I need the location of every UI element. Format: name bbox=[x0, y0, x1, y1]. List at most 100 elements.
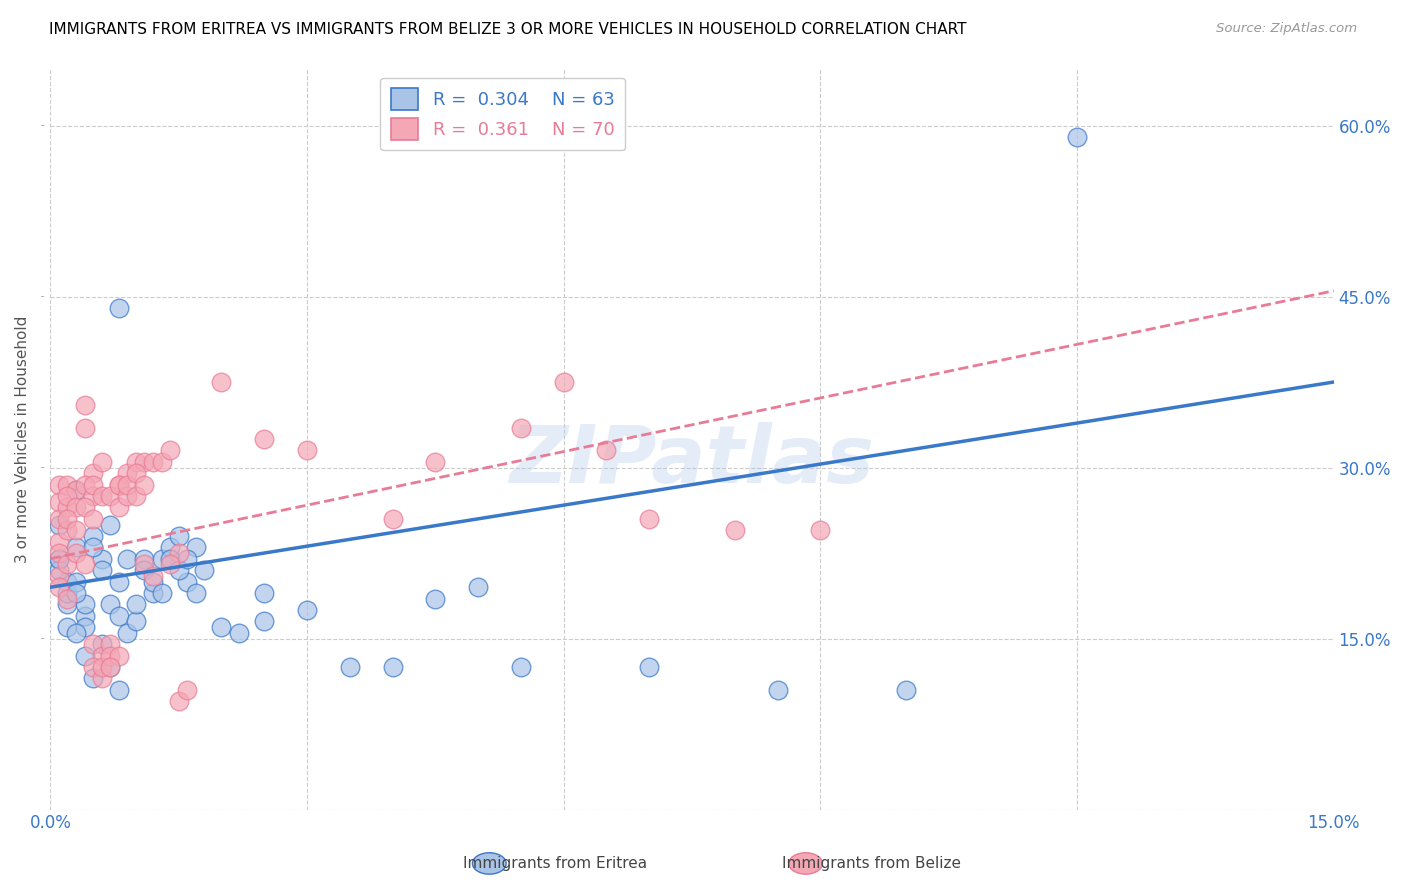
Point bbox=[48, 551, 70, 566]
Point bbox=[65, 500, 87, 515]
Point bbox=[638, 660, 661, 674]
Point bbox=[90, 563, 112, 577]
Point bbox=[509, 660, 531, 674]
Point bbox=[65, 523, 87, 537]
Point bbox=[117, 551, 139, 566]
Point bbox=[125, 467, 148, 481]
Point bbox=[98, 489, 121, 503]
Point bbox=[90, 551, 112, 566]
Point bbox=[638, 512, 661, 526]
Y-axis label: 3 or more Vehicles in Household: 3 or more Vehicles in Household bbox=[15, 316, 30, 563]
Point bbox=[253, 432, 276, 446]
Point bbox=[73, 398, 96, 412]
Point bbox=[159, 551, 181, 566]
Legend: R =  0.304    N = 63, R =  0.361    N = 70: R = 0.304 N = 63, R = 0.361 N = 70 bbox=[380, 78, 626, 151]
Point bbox=[295, 443, 318, 458]
Point bbox=[339, 660, 361, 674]
Text: Immigrants from Eritrea: Immigrants from Eritrea bbox=[464, 856, 647, 871]
Point bbox=[167, 546, 190, 560]
Point bbox=[56, 591, 79, 606]
Point bbox=[107, 608, 129, 623]
Point bbox=[82, 477, 104, 491]
Point bbox=[150, 586, 173, 600]
Point bbox=[134, 455, 156, 469]
Point bbox=[150, 551, 173, 566]
Point bbox=[82, 467, 104, 481]
Point bbox=[808, 523, 831, 537]
Point bbox=[48, 494, 70, 508]
Point bbox=[211, 620, 233, 634]
Point bbox=[98, 598, 121, 612]
Point bbox=[167, 694, 190, 708]
Point bbox=[159, 558, 181, 572]
Point bbox=[167, 529, 190, 543]
Point bbox=[56, 512, 79, 526]
Point bbox=[56, 620, 79, 634]
Point bbox=[117, 477, 139, 491]
Point bbox=[56, 523, 79, 537]
Point bbox=[82, 660, 104, 674]
Point bbox=[82, 637, 104, 651]
Point bbox=[193, 563, 215, 577]
Point bbox=[48, 512, 70, 526]
Point bbox=[159, 541, 181, 555]
Point bbox=[98, 660, 121, 674]
Point bbox=[56, 477, 79, 491]
Point bbox=[56, 586, 79, 600]
Point bbox=[117, 625, 139, 640]
Point bbox=[134, 558, 156, 572]
Point bbox=[295, 603, 318, 617]
Point bbox=[73, 620, 96, 634]
Point bbox=[48, 534, 70, 549]
Point bbox=[125, 615, 148, 629]
Point bbox=[184, 541, 207, 555]
Point bbox=[553, 375, 575, 389]
Point bbox=[65, 483, 87, 498]
Point bbox=[159, 443, 181, 458]
Point bbox=[107, 500, 129, 515]
Point bbox=[381, 660, 404, 674]
Point bbox=[425, 591, 447, 606]
Point bbox=[98, 660, 121, 674]
Point bbox=[82, 541, 104, 555]
Point bbox=[894, 682, 917, 697]
Point bbox=[65, 625, 87, 640]
Point bbox=[176, 551, 198, 566]
Point bbox=[142, 574, 165, 589]
Point bbox=[48, 517, 70, 532]
Point bbox=[724, 523, 747, 537]
Point bbox=[142, 569, 165, 583]
Point bbox=[82, 512, 104, 526]
Point bbox=[82, 529, 104, 543]
Point bbox=[90, 489, 112, 503]
Point bbox=[766, 682, 789, 697]
Text: ZIPatlas: ZIPatlas bbox=[509, 422, 875, 500]
Point bbox=[48, 569, 70, 583]
Point bbox=[134, 477, 156, 491]
Point bbox=[117, 489, 139, 503]
Point bbox=[184, 586, 207, 600]
Point bbox=[73, 477, 96, 491]
Point bbox=[107, 648, 129, 663]
Point bbox=[73, 420, 96, 434]
Point bbox=[82, 672, 104, 686]
Point bbox=[90, 660, 112, 674]
Text: IMMIGRANTS FROM ERITREA VS IMMIGRANTS FROM BELIZE 3 OR MORE VEHICLES IN HOUSEHOL: IMMIGRANTS FROM ERITREA VS IMMIGRANTS FR… bbox=[49, 22, 967, 37]
Point bbox=[90, 672, 112, 686]
Point bbox=[82, 489, 104, 503]
Point bbox=[73, 648, 96, 663]
Point bbox=[48, 546, 70, 560]
Point bbox=[176, 574, 198, 589]
Point bbox=[65, 541, 87, 555]
Text: Immigrants from Belize: Immigrants from Belize bbox=[782, 856, 962, 871]
Point bbox=[73, 558, 96, 572]
Text: Source: ZipAtlas.com: Source: ZipAtlas.com bbox=[1216, 22, 1357, 36]
Point bbox=[56, 574, 79, 589]
Point bbox=[117, 467, 139, 481]
Point bbox=[107, 477, 129, 491]
Point bbox=[125, 489, 148, 503]
Point bbox=[56, 598, 79, 612]
Point bbox=[176, 682, 198, 697]
Point bbox=[150, 455, 173, 469]
Point bbox=[90, 637, 112, 651]
